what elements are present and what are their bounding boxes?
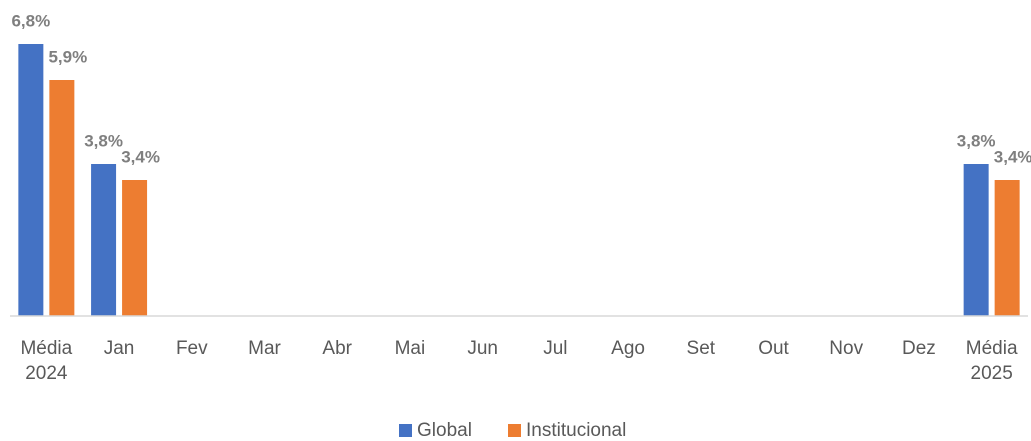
x-tick-label: Nov [829,338,864,359]
legend-swatch [508,424,521,437]
x-tick-label: Média 2024 [20,338,73,384]
legend-swatch [399,424,412,437]
x-tick-label: Mar [248,338,281,359]
value-label: 3,8% [957,131,996,150]
value-label: 3,8% [84,131,123,150]
bar [18,44,44,316]
x-tick-label: Fev [175,338,208,359]
bar [122,180,148,316]
x-tick-label: Dez [902,338,936,359]
x-tick-label: Média 2025 [965,338,1018,384]
x-tick-label: Set [686,338,716,359]
x-tick-label: Abr [322,338,352,359]
value-label: 6,8% [11,11,50,30]
bar [49,80,75,316]
legend-label: Global [417,420,472,441]
value-label: 5,9% [48,47,87,66]
x-tick-label: Ago [611,338,645,359]
value-label: 3,4% [994,147,1031,166]
legend-label: Institucional [526,420,626,441]
x-tick-label: Jun [467,338,498,359]
x-tick-label: Jul [543,338,568,359]
x-tick-label: Jan [103,338,135,359]
bar [91,164,117,316]
bar [994,180,1020,316]
x-tick-label: Out [758,338,789,359]
bar [963,164,989,316]
x-tick-label: Mai [394,338,426,359]
value-label: 3,4% [121,147,160,166]
